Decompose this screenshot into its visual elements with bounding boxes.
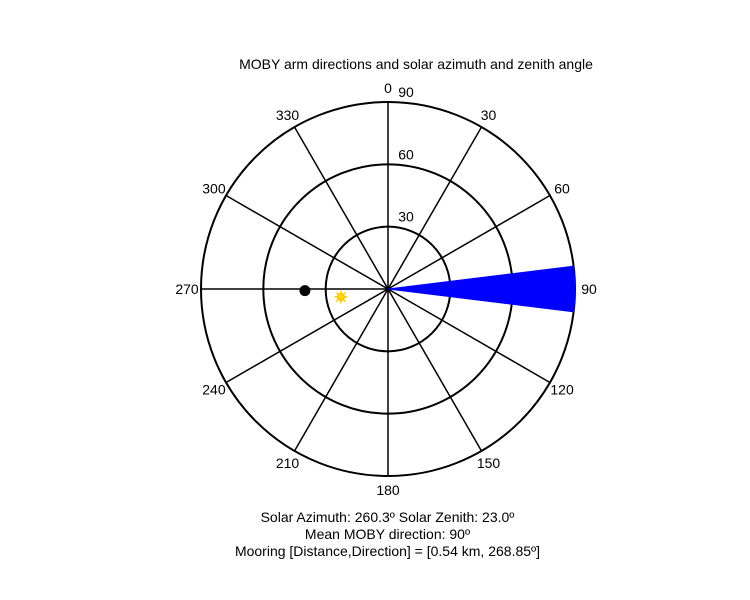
spoke-30 — [387, 126, 483, 290]
angle-tick-label: 240 — [202, 382, 226, 398]
angle-tick-label: 60 — [554, 181, 570, 197]
spoke-210 — [293, 288, 389, 452]
angle-tick-label: 150 — [477, 455, 501, 471]
spoke-150 — [387, 288, 483, 452]
mooring-caption: Mooring [Distance,Direction] = [0.54 km,… — [234, 543, 541, 559]
spoke-300 — [225, 194, 389, 290]
angle-tick-label: 300 — [202, 181, 226, 197]
spoke-240 — [225, 288, 389, 384]
sun-icon — [334, 290, 348, 304]
angle-tick-label: 90 — [581, 281, 597, 297]
angle-tick-label: 180 — [376, 482, 400, 498]
angle-tick-label: 0 — [384, 80, 392, 96]
radial-tick-label: 60 — [398, 146, 414, 162]
solar-caption: Solar Azimuth: 260.3º Solar Zenith: 23.0… — [260, 509, 515, 525]
angle-tick-label: 330 — [276, 107, 300, 123]
tick-labels: 0 30 60 90 120 150 180 210 240 270 300 330 30 60 90 — [175, 80, 597, 498]
data-marks — [299, 265, 576, 313]
angle-tick-label: 120 — [550, 382, 574, 398]
spoke-120 — [387, 288, 551, 384]
spoke-330 — [293, 126, 389, 290]
mooring-marker — [299, 285, 311, 297]
angle-tick-label: 210 — [276, 455, 300, 471]
moby-arm-wedge — [387, 265, 576, 313]
chart-title: MOBY arm directions and solar azimuth an… — [239, 56, 593, 72]
radial-tick-label: 90 — [398, 84, 414, 100]
angle-tick-label: 30 — [481, 107, 497, 123]
radial-tick-label: 30 — [398, 209, 414, 225]
angle-tick-label: 270 — [175, 281, 199, 297]
polar-grid — [200, 101, 576, 477]
moby-direction-caption: Mean MOBY direction: 90º — [304, 526, 471, 542]
spoke-60 — [387, 194, 551, 290]
